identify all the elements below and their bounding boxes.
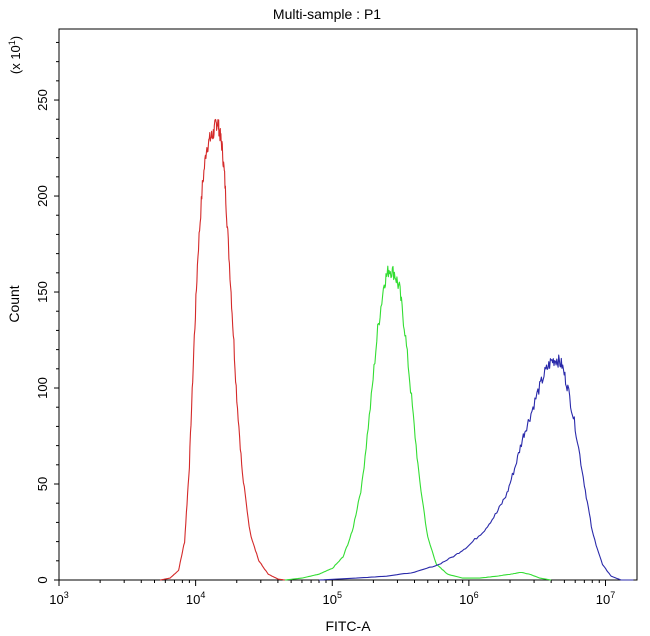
y-tick-label: 50	[35, 477, 50, 491]
y-axis-multiplier: (x 101)	[7, 36, 23, 74]
x-axis-label: FITC-A	[325, 618, 371, 634]
y-tick-label: 0	[35, 576, 50, 583]
y-axis-label: Count	[6, 285, 22, 322]
series-line-2	[284, 265, 552, 581]
y-multiplier-label: (x 101)	[7, 36, 23, 74]
series-line-1	[160, 118, 285, 581]
x-tick-label: 107	[596, 590, 615, 607]
y-tick-label: 150	[35, 281, 50, 303]
series-line-3	[318, 354, 634, 581]
x-tick-label: 106	[459, 590, 478, 607]
x-tick-label: 105	[323, 590, 342, 607]
plot-frame	[58, 28, 638, 581]
series-layer	[160, 118, 634, 581]
y-axis-ticks: 0 50 100 150 200 250	[35, 41, 59, 584]
x-tick-label: 103	[49, 590, 68, 607]
x-axis-ticks: 103 104 105 106 107	[49, 580, 615, 607]
y-tick-label: 250	[35, 89, 50, 111]
chart-title: Multi-sample : P1	[273, 6, 381, 22]
y-tick-label: 200	[35, 185, 50, 207]
y-tick-label: 100	[35, 377, 50, 399]
x-tick-label: 104	[186, 590, 205, 607]
